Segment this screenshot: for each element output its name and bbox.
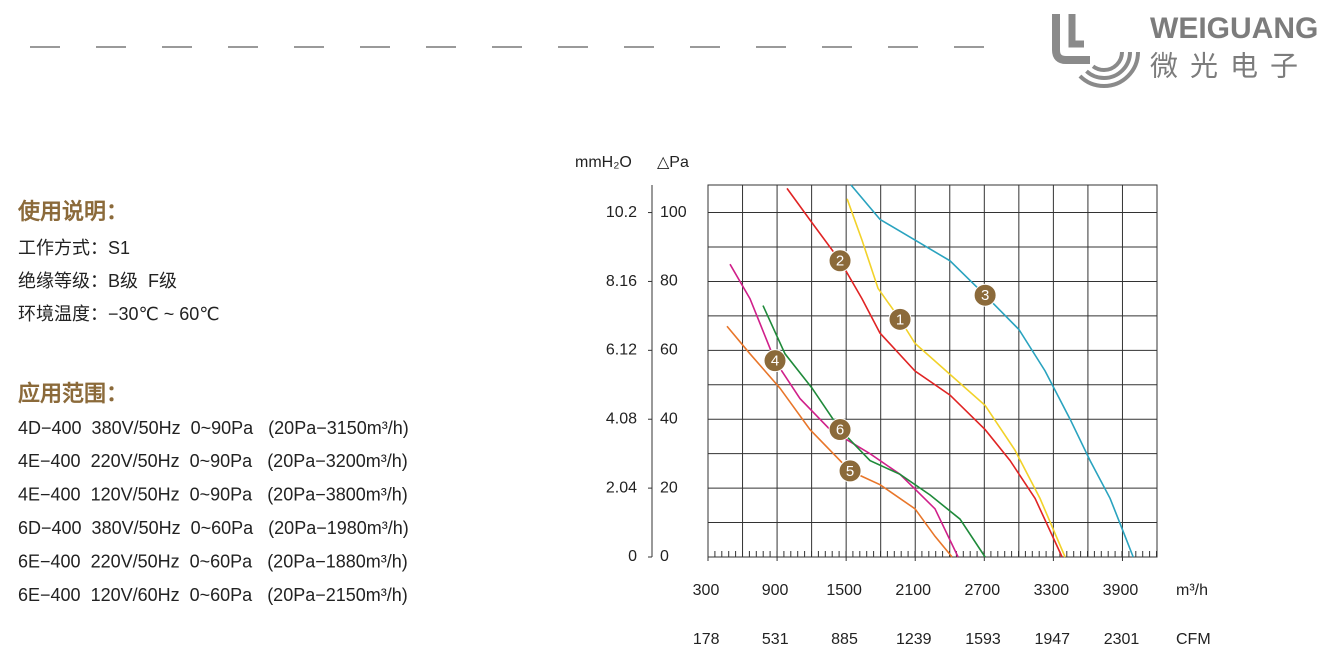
scope-line: 4E−400 120V/50Hz 0~90Pa (20Pa−3800m³/h) (18, 485, 408, 505)
x-tick-label: 900 (762, 582, 789, 599)
usage-line: 环境温度：−30℃ ~ 60℃ (18, 304, 220, 324)
curve-label: 1 (896, 311, 904, 328)
scope-title: 应用范围： (18, 381, 128, 406)
brand: WEIGUANG (1150, 12, 1318, 45)
curve-badge (838, 459, 862, 483)
y2-tick-label: 2.04 (606, 479, 637, 496)
x2-tick-label: 1593 (965, 631, 1001, 648)
curve (786, 187, 1063, 558)
curve-badge (973, 283, 997, 307)
y2-tick-label: 8.16 (606, 273, 637, 290)
usage-line: 工作方式：S1 (18, 238, 130, 258)
curve-badge (763, 349, 787, 373)
plot-frame (707, 184, 1158, 558)
y2-tick-label: 6.12 (606, 342, 637, 359)
y2-tick-label: 4.08 (606, 410, 637, 427)
x-tick-label: 1500 (826, 582, 862, 599)
curve-badge (828, 249, 852, 273)
x2-tick-label: 2301 (1104, 631, 1140, 648)
usage-line: 绝缘等级：B级 F级 (18, 271, 177, 291)
curve (762, 305, 986, 558)
scope-line: 6E−400 220V/50Hz 0~60Pa (20Pa−1880m³/h) (18, 551, 408, 571)
y-tick-label: 20 (660, 479, 678, 496)
x-tick-label: 2100 (895, 582, 931, 599)
x-axis-unit: m³/h (1176, 582, 1208, 599)
y-tick-label: 100 (660, 204, 687, 221)
y-tick-label: 40 (660, 410, 678, 427)
x-tick-label: 3300 (1034, 582, 1070, 599)
curve-label: 6 (836, 422, 844, 439)
y-axis-unit: △Pa (657, 154, 689, 171)
x2-tick-label: 178 (693, 631, 720, 648)
curve-badge (828, 418, 852, 442)
y2-axis-unit: mmH₂O (575, 154, 632, 171)
scope-line: 6D−400 380V/50Hz 0~60Pa (20Pa−1980m³/h) (18, 518, 409, 538)
x-tick-label: 3900 (1103, 582, 1139, 599)
usage-title: 使用说明： (17, 199, 128, 224)
y-tick-label: 80 (660, 273, 678, 290)
scope-line: 6E−400 120V/60Hz 0~60Pa (20Pa−2150m³/h) (18, 585, 408, 605)
y2-tick-label: 10.2 (606, 204, 637, 221)
curve (850, 184, 1134, 558)
scope-line: 4D−400 380V/50Hz 0~90Pa (20Pa−3150m³/h) (18, 418, 409, 438)
x-tick-label: 300 (693, 582, 720, 599)
x2-tick-label: 1239 (896, 631, 932, 648)
x2-axis-unit: CFM (1176, 631, 1211, 648)
curve (846, 198, 1066, 558)
curve-badge (888, 307, 912, 331)
x2-tick-label: 1947 (1034, 631, 1070, 648)
scope-line: 4E−400 220V/50Hz 0~90Pa (20Pa−3200m³/h) (18, 451, 408, 471)
y2-tick-label: 0 (628, 548, 637, 565)
curve-label: 3 (981, 287, 989, 304)
logo-icon (1052, 14, 1140, 88)
y-tick-label: 0 (660, 548, 669, 565)
curve-label: 5 (846, 463, 854, 480)
x2-tick-label: 885 (831, 631, 858, 648)
x-tick-label: 2700 (965, 582, 1001, 599)
curve-label: 4 (771, 353, 779, 370)
brand-cn: 微光电子 (1150, 50, 1310, 81)
curve-label: 2 (836, 253, 844, 270)
y-tick-label: 60 (660, 342, 678, 359)
x2-tick-label: 531 (762, 631, 789, 648)
